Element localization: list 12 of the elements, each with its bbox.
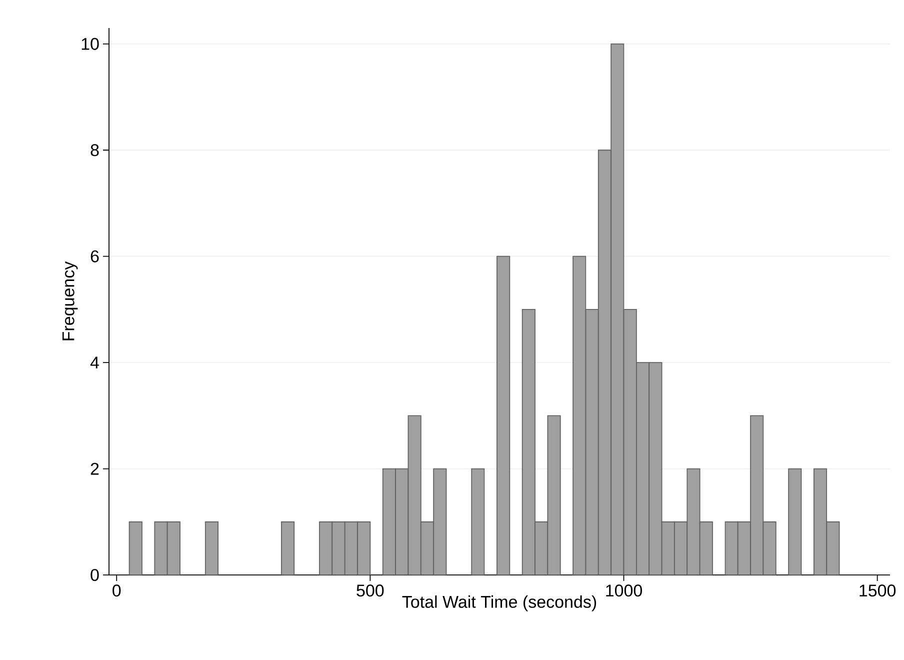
y-tick-label: 2	[90, 462, 99, 475]
y-tick-label: 0	[90, 568, 99, 582]
x-tick-label: 500	[356, 584, 384, 597]
x-tick-label: 1500	[860, 584, 896, 597]
y-tick-label: 4	[90, 356, 99, 368]
y-tick-label: 10	[82, 38, 99, 50]
x-axis-title: Total Wait Time (seconds)	[402, 595, 596, 612]
x-tick-label: 1000	[606, 584, 642, 597]
y-axis-title: Frequency	[62, 261, 78, 340]
y-tick-label: 6	[90, 250, 99, 262]
x-tick-label: 0	[112, 584, 121, 597]
y-tick-label: 8	[90, 144, 99, 156]
